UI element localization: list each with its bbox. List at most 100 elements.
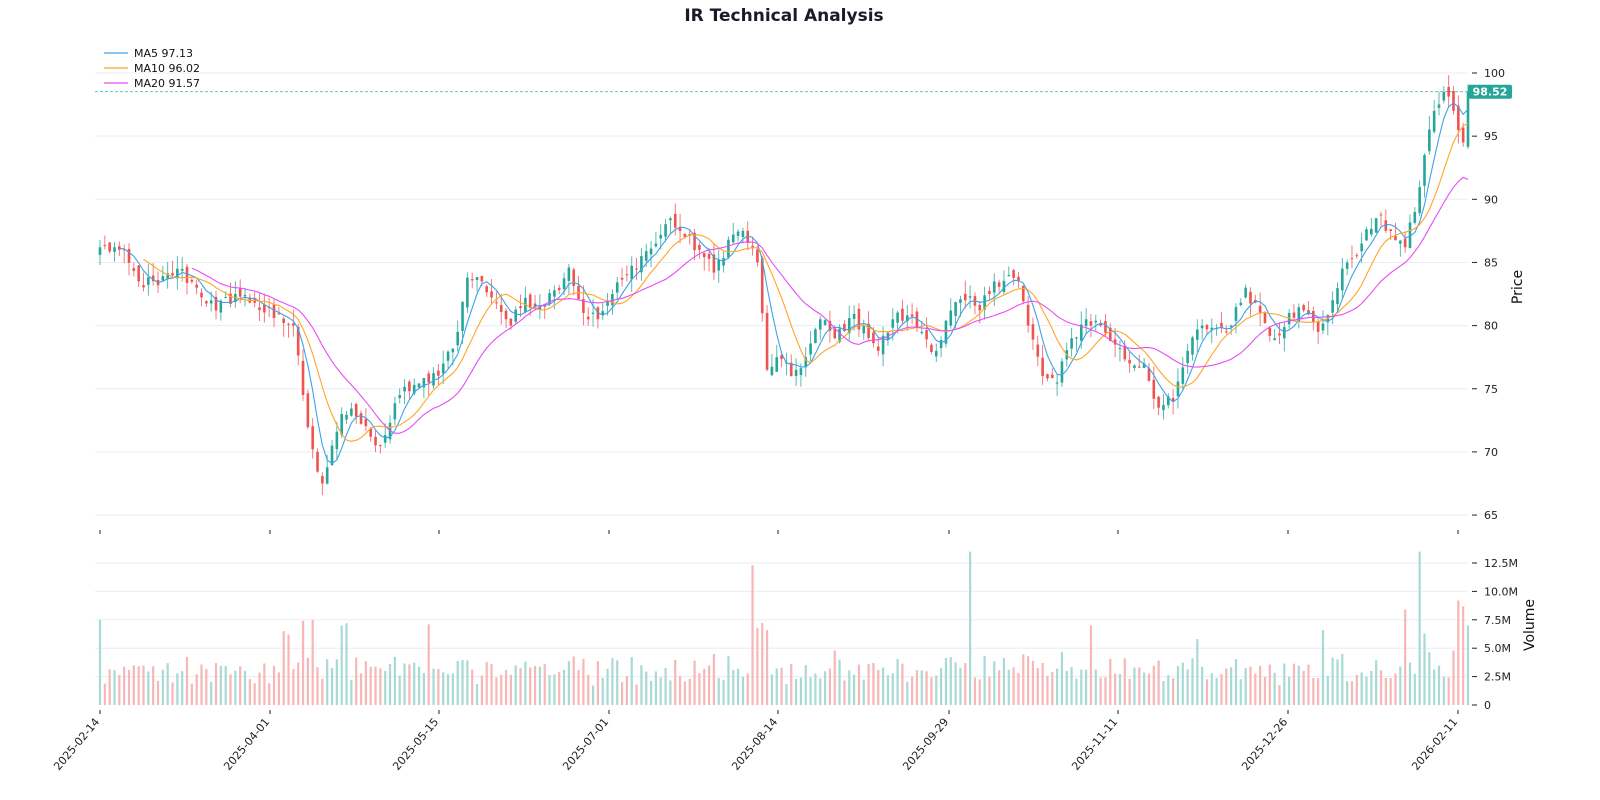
volume-bar bbox=[1022, 654, 1025, 705]
volume-bar bbox=[195, 674, 198, 705]
candle-body bbox=[954, 302, 957, 316]
volume-bar bbox=[161, 669, 164, 705]
candle-body bbox=[794, 369, 798, 377]
volume-bar bbox=[369, 666, 372, 705]
candle-body bbox=[857, 308, 861, 330]
volume-bar bbox=[1447, 677, 1450, 705]
volume-bar bbox=[741, 676, 745, 705]
candle-body bbox=[354, 403, 358, 417]
volume-tick-label: 2.5M bbox=[1484, 671, 1511, 684]
candle-body bbox=[1075, 337, 1078, 339]
volume-bar bbox=[1147, 673, 1151, 705]
volume-bar bbox=[906, 681, 909, 705]
volume-bar bbox=[272, 665, 276, 705]
volume-bar bbox=[794, 679, 798, 705]
volume-bar bbox=[1389, 678, 1392, 705]
candle-body bbox=[920, 331, 924, 334]
candle-body bbox=[1089, 321, 1093, 326]
volume-bar bbox=[1331, 657, 1334, 705]
volume-bar bbox=[1273, 672, 1276, 705]
candle-body bbox=[843, 323, 846, 332]
volume-bar bbox=[152, 666, 155, 705]
volume-bar bbox=[1379, 670, 1383, 705]
volume-bar bbox=[345, 623, 348, 705]
candle-body bbox=[881, 335, 885, 355]
candle-body bbox=[369, 428, 372, 437]
volume-bar bbox=[1254, 673, 1257, 705]
candle-body bbox=[586, 316, 590, 320]
volume-bar bbox=[833, 650, 836, 705]
candle-body bbox=[379, 444, 382, 446]
candle-body bbox=[1215, 328, 1218, 330]
candle-body bbox=[277, 313, 281, 315]
volume-bar bbox=[823, 671, 827, 705]
volume-bar bbox=[1428, 652, 1431, 705]
volume-bar bbox=[640, 665, 643, 705]
candle-body bbox=[736, 231, 740, 236]
volume-bar bbox=[1085, 669, 1088, 705]
volume-tick-label: 7.5M bbox=[1484, 614, 1511, 627]
candle-body bbox=[1094, 320, 1098, 323]
candle-body bbox=[200, 292, 203, 298]
volume-bar bbox=[959, 667, 962, 705]
candle-body bbox=[495, 302, 498, 304]
candle-body bbox=[1113, 339, 1117, 345]
volume-bar bbox=[896, 659, 899, 705]
volume-bar bbox=[770, 674, 774, 705]
volume-bar bbox=[920, 670, 923, 705]
volume-bar bbox=[437, 669, 440, 705]
volume-bar bbox=[1051, 671, 1054, 705]
price-tick-label: 75 bbox=[1484, 383, 1498, 396]
candle-body bbox=[1017, 276, 1020, 282]
volume-bar bbox=[1167, 675, 1170, 705]
candle-body bbox=[601, 311, 605, 315]
candle-body bbox=[282, 318, 285, 324]
volume-bar bbox=[1220, 674, 1223, 705]
volume-bar bbox=[925, 671, 928, 705]
candle-body bbox=[683, 234, 687, 238]
candle-body bbox=[562, 278, 566, 290]
volume-bar bbox=[567, 661, 570, 705]
volume-bar bbox=[1230, 667, 1233, 705]
candle-body bbox=[809, 343, 812, 355]
candle-body bbox=[1137, 366, 1141, 368]
volume-bar bbox=[664, 668, 667, 705]
candle-body bbox=[567, 267, 571, 281]
candle-body bbox=[659, 234, 663, 239]
volume-bar bbox=[1162, 681, 1165, 705]
candle-body bbox=[640, 256, 643, 273]
date-tick-label: 2025-05-15 bbox=[390, 716, 441, 773]
candle-body bbox=[1147, 368, 1151, 381]
volume-bar bbox=[1336, 659, 1339, 705]
volume-bar bbox=[601, 677, 604, 705]
candle-body bbox=[1302, 305, 1305, 311]
candle-body bbox=[1210, 327, 1214, 330]
ma10-line bbox=[143, 122, 1469, 442]
candle-body bbox=[1365, 229, 1368, 241]
candle-body bbox=[804, 357, 808, 368]
volume-bar bbox=[538, 666, 541, 705]
volume-bar bbox=[282, 631, 285, 705]
candle-body bbox=[644, 251, 648, 261]
candle-body bbox=[799, 368, 803, 376]
candle-body bbox=[1152, 379, 1156, 399]
volume-bar bbox=[1278, 685, 1281, 705]
volume-bar bbox=[1404, 609, 1407, 705]
candle-body bbox=[224, 297, 227, 299]
candle-body bbox=[1041, 357, 1044, 377]
volume-bar bbox=[1288, 676, 1291, 705]
candle-body bbox=[630, 265, 634, 280]
candle-body bbox=[432, 373, 435, 386]
candle-body bbox=[1046, 374, 1049, 379]
candle-body bbox=[1133, 365, 1136, 368]
candle-body bbox=[330, 445, 334, 466]
volume-bar bbox=[562, 669, 566, 705]
volume-bar bbox=[543, 664, 546, 705]
candle-body bbox=[1196, 329, 1199, 340]
volume-bar bbox=[1133, 667, 1136, 705]
ma-legend: MA5 97.13 MA10 96.02 MA20 91.57 bbox=[104, 47, 200, 90]
candle-body bbox=[780, 355, 783, 360]
candle-body bbox=[301, 360, 305, 396]
candle-body bbox=[1162, 404, 1165, 411]
volume-bar bbox=[1302, 670, 1305, 705]
